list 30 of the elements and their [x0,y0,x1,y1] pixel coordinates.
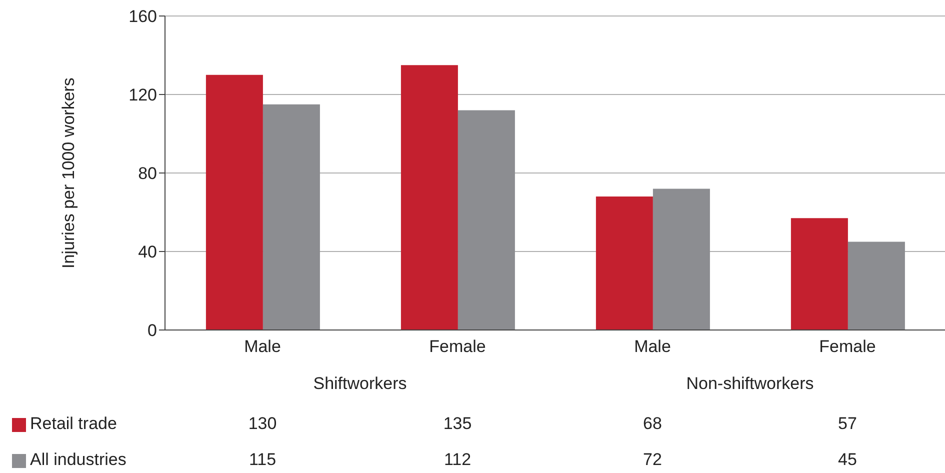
x-tick-label: Female [429,337,486,356]
text: Shiftworkers [312,374,408,394]
data-label: 130 [247,414,278,434]
y-tick-label: 160 [128,7,157,26]
bar [848,242,905,330]
y-tick-label: 80 [138,164,157,184]
x-tick-label: Male [244,337,281,356]
data-label: 57 [837,414,858,434]
x-tick-label: Female [819,337,876,356]
bar [262,104,320,330]
y-axis-title: Injuries per 1000 workers [59,78,78,268]
bar [400,65,458,330]
data-label: 115 [248,450,278,470]
bar [652,188,710,330]
y-tick-label: 120 [128,86,157,105]
data-label: 72 [642,450,663,470]
y-tick-label: 40 [138,242,157,262]
data-label: 45 [837,450,858,470]
data-label: 135 [442,414,473,434]
bar [790,218,848,330]
x-tick-label: Male [634,337,671,356]
bar [596,196,653,330]
legend-label: All industries [30,450,126,470]
text: Non-shiftworkers [685,374,815,394]
data-label: 68 [642,414,663,434]
bar [206,74,263,330]
bar [458,110,515,330]
legend-label: Retail trade [30,414,117,434]
data-label: 112 [442,450,472,470]
y-tick-label: 0 [148,321,157,340]
